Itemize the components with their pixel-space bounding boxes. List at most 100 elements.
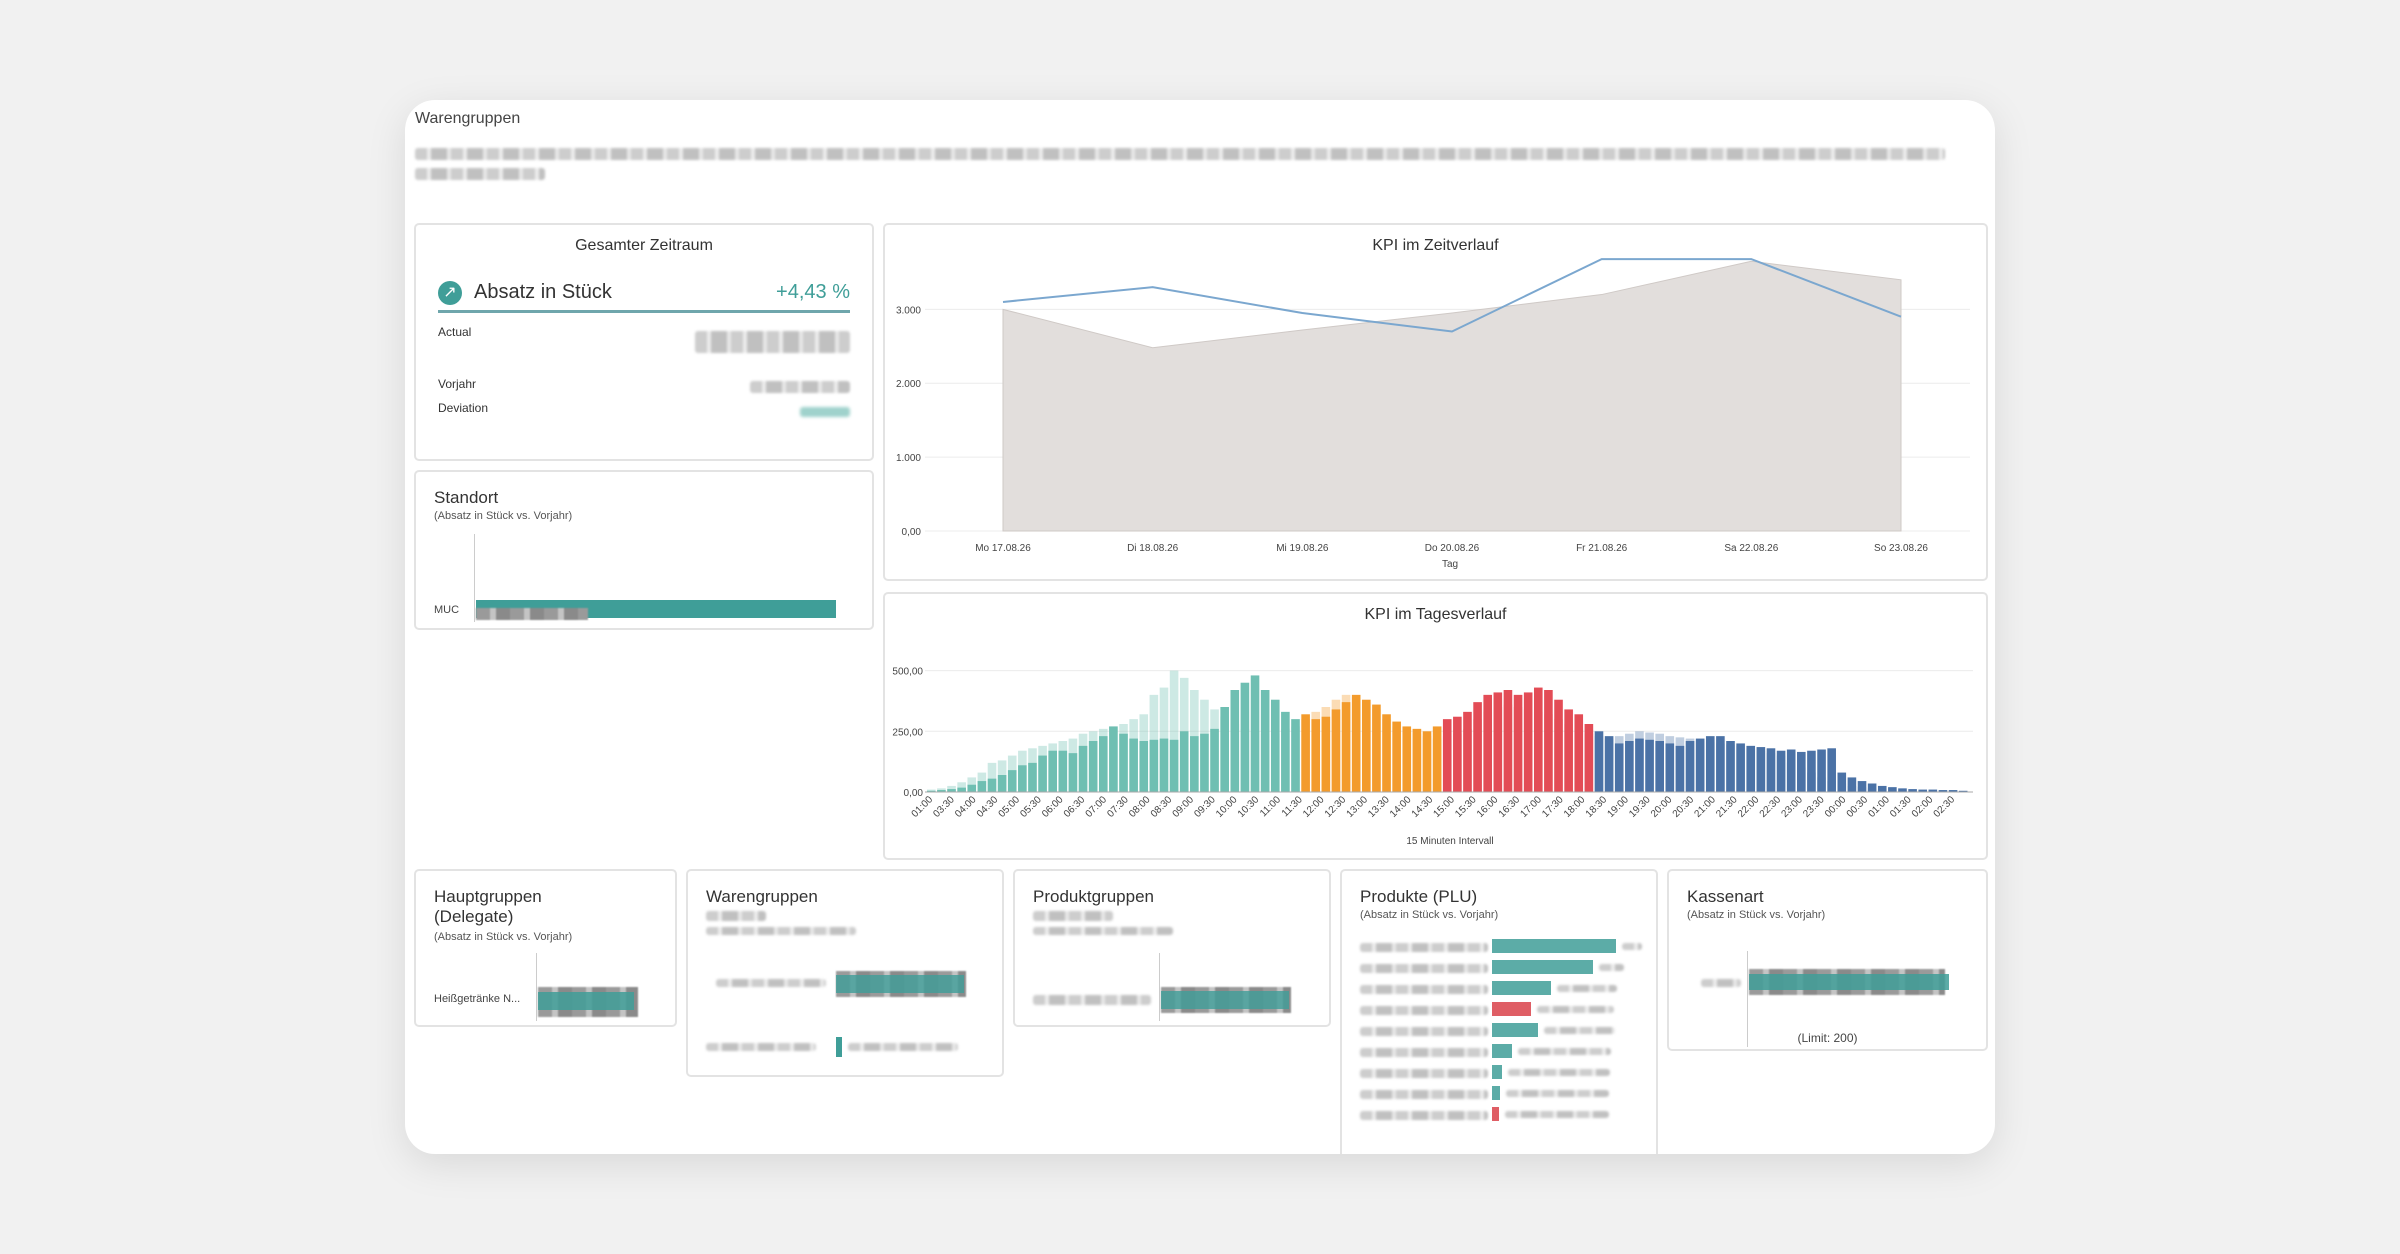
bar bbox=[1614, 743, 1624, 792]
bar bbox=[1604, 736, 1614, 792]
hauptgruppen-axis bbox=[536, 953, 537, 1021]
bar bbox=[1311, 719, 1321, 792]
bar bbox=[1190, 736, 1199, 792]
x-tick-label: 00:00 bbox=[1823, 794, 1849, 820]
plu-row-label-redacted bbox=[1360, 1027, 1488, 1036]
kassenart-card: Kassenart (Absatz in Stück vs. Vorjahr) … bbox=[1667, 869, 1988, 1051]
bar bbox=[1331, 709, 1341, 792]
x-tick-label: Fr 21.08.26 bbox=[1576, 543, 1628, 554]
plu-row-bar bbox=[1492, 1023, 1538, 1037]
x-tick-label: 22:30 bbox=[1758, 794, 1784, 820]
prev-year-bar bbox=[927, 789, 936, 792]
produktgruppen-bar bbox=[1161, 991, 1289, 1009]
x-tick-label: 21:00 bbox=[1692, 794, 1718, 820]
x-axis-label: 15 Minuten Intervall bbox=[1406, 836, 1493, 847]
plu-row-bar bbox=[1492, 1086, 1500, 1100]
bar bbox=[967, 784, 977, 792]
bar bbox=[1351, 694, 1361, 792]
bar bbox=[1918, 789, 1928, 792]
x-tick-label: 16:00 bbox=[1475, 794, 1501, 820]
kassenart-axis bbox=[1747, 951, 1748, 1047]
warengruppen-row1-label-redacted bbox=[716, 979, 826, 987]
bar bbox=[1442, 719, 1452, 792]
plu-row-value-redacted bbox=[1621, 943, 1642, 950]
standort-title: Standort bbox=[434, 488, 499, 507]
y-tick-label: 2.000 bbox=[896, 379, 921, 390]
x-tick-label: Di 18.08.26 bbox=[1127, 543, 1179, 554]
bar bbox=[1453, 716, 1462, 792]
x-tick-label: 22:00 bbox=[1736, 794, 1762, 820]
warengruppen-filter-redacted bbox=[706, 911, 766, 921]
bar bbox=[1159, 738, 1169, 792]
plu-row-value-redacted bbox=[1508, 1069, 1610, 1076]
y-tick-label: 250,00 bbox=[892, 727, 923, 738]
x-tick-label: 15:00 bbox=[1432, 794, 1458, 820]
bar bbox=[1038, 755, 1047, 792]
bar bbox=[1493, 692, 1503, 792]
prev-year-bar bbox=[947, 785, 956, 792]
hauptgruppen-row-label: Heißgetränke N... bbox=[434, 993, 521, 1005]
bar bbox=[1058, 750, 1068, 792]
kassenart-subtitle: (Absatz in Stück vs. Vorjahr) bbox=[1687, 909, 1826, 921]
plu-row-bar bbox=[1492, 939, 1616, 953]
x-tick-label: 15:30 bbox=[1453, 794, 1479, 820]
plu-row-bar bbox=[1492, 960, 1594, 974]
zeitverlauf-chart-card: KPI im Zeitverlauf 0,00 1.000 2.000 3.000 Mo… bbox=[883, 223, 1988, 581]
bar bbox=[1746, 745, 1756, 792]
actual-value-redacted bbox=[695, 331, 850, 353]
bar bbox=[1544, 690, 1553, 792]
plu-row-bar bbox=[1492, 1065, 1503, 1079]
plu-row-value-redacted bbox=[1504, 1111, 1609, 1118]
bar bbox=[1888, 787, 1897, 792]
tagesverlauf-title: KPI im Tagesverlauf bbox=[1364, 606, 1507, 623]
x-tick-label: 02:00 bbox=[1910, 794, 1936, 820]
bar bbox=[1119, 733, 1128, 792]
deviation-label: Deviation bbox=[438, 401, 489, 415]
kpi-row: ↗ Absatz in Stück +4,43 % bbox=[438, 279, 850, 313]
y-tick-label: 0,00 bbox=[902, 527, 922, 538]
hauptgruppen-subtitle: (Absatz in Stück vs. Vorjahr) bbox=[434, 931, 573, 943]
area-series-current bbox=[1002, 260, 1902, 532]
prev-year-label: Vorjahr bbox=[438, 377, 477, 391]
bar bbox=[1372, 704, 1381, 792]
x-tick-label: 20:30 bbox=[1671, 794, 1697, 820]
produktgruppen-axis bbox=[1159, 953, 1160, 1021]
bar bbox=[1281, 711, 1290, 792]
kpi-name: Absatz in Stück bbox=[474, 281, 612, 303]
plu-row-bar bbox=[1492, 1044, 1512, 1058]
plu-row-value-redacted bbox=[1599, 964, 1624, 971]
bar bbox=[1463, 711, 1472, 792]
x-tick-label: 21:30 bbox=[1714, 794, 1740, 820]
bar bbox=[1898, 788, 1907, 792]
bar bbox=[1584, 724, 1594, 792]
bar bbox=[1301, 714, 1310, 792]
bar bbox=[1908, 789, 1917, 792]
bar bbox=[1827, 748, 1836, 792]
tagesverlauf-chart: 0,00 250,00 500,00 01:00 03:3004:0004:3005:0… bbox=[892, 667, 1973, 847]
bar bbox=[1766, 748, 1776, 792]
bar bbox=[1402, 726, 1412, 792]
produktgruppen-card: Produktgruppen bbox=[1013, 869, 1331, 1027]
x-tick-label: Do 20.08.26 bbox=[1425, 543, 1480, 554]
y-tick-label: 0,00 bbox=[904, 788, 924, 799]
plu-row-value-redacted bbox=[1517, 1048, 1611, 1055]
bar bbox=[1736, 743, 1745, 792]
x-tick-label: 01:00 bbox=[1866, 794, 1892, 820]
bar bbox=[1048, 750, 1057, 792]
x-tick-label: 08:30 bbox=[1149, 794, 1175, 820]
x-tick-label: 12:30 bbox=[1323, 794, 1349, 820]
warengruppen-row2-value-redacted bbox=[848, 1043, 958, 1051]
x-tick-label: Mo 17.08.26 bbox=[975, 543, 1031, 554]
standort-row-label: MUC bbox=[434, 604, 460, 616]
plu-row-label-redacted bbox=[1360, 1069, 1488, 1078]
bar bbox=[1786, 749, 1796, 792]
bar bbox=[1179, 731, 1189, 792]
bar bbox=[1847, 777, 1857, 792]
x-tick-label: 14:30 bbox=[1410, 794, 1436, 820]
bar bbox=[1341, 702, 1351, 792]
x-tick-label: 07:00 bbox=[1084, 794, 1110, 820]
bar bbox=[1574, 714, 1584, 792]
x-tick-label: 05:30 bbox=[1018, 794, 1044, 820]
bar bbox=[987, 778, 997, 792]
bar bbox=[1523, 692, 1533, 792]
